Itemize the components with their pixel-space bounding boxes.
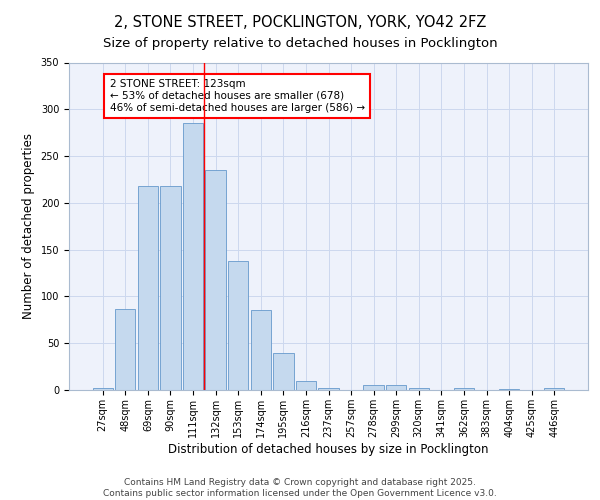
Bar xyxy=(115,308,136,390)
Bar xyxy=(138,186,158,390)
Y-axis label: Number of detached properties: Number of detached properties xyxy=(22,133,35,320)
Bar xyxy=(454,388,474,390)
Bar xyxy=(205,170,226,390)
Bar xyxy=(92,388,113,390)
Bar xyxy=(183,124,203,390)
Bar xyxy=(364,386,384,390)
Bar xyxy=(273,352,293,390)
Text: Contains HM Land Registry data © Crown copyright and database right 2025.
Contai: Contains HM Land Registry data © Crown c… xyxy=(103,478,497,498)
Bar xyxy=(228,261,248,390)
Bar xyxy=(251,310,271,390)
Bar xyxy=(409,388,429,390)
Bar xyxy=(319,388,338,390)
Text: Size of property relative to detached houses in Pocklington: Size of property relative to detached ho… xyxy=(103,38,497,51)
Text: 2, STONE STREET, POCKLINGTON, YORK, YO42 2FZ: 2, STONE STREET, POCKLINGTON, YORK, YO42… xyxy=(114,15,486,30)
Bar xyxy=(296,380,316,390)
X-axis label: Distribution of detached houses by size in Pocklington: Distribution of detached houses by size … xyxy=(168,442,489,456)
Bar xyxy=(160,186,181,390)
Bar xyxy=(386,386,406,390)
Bar xyxy=(544,388,565,390)
Text: 2 STONE STREET: 123sqm
← 53% of detached houses are smaller (678)
46% of semi-de: 2 STONE STREET: 123sqm ← 53% of detached… xyxy=(110,80,365,112)
Bar xyxy=(499,389,519,390)
